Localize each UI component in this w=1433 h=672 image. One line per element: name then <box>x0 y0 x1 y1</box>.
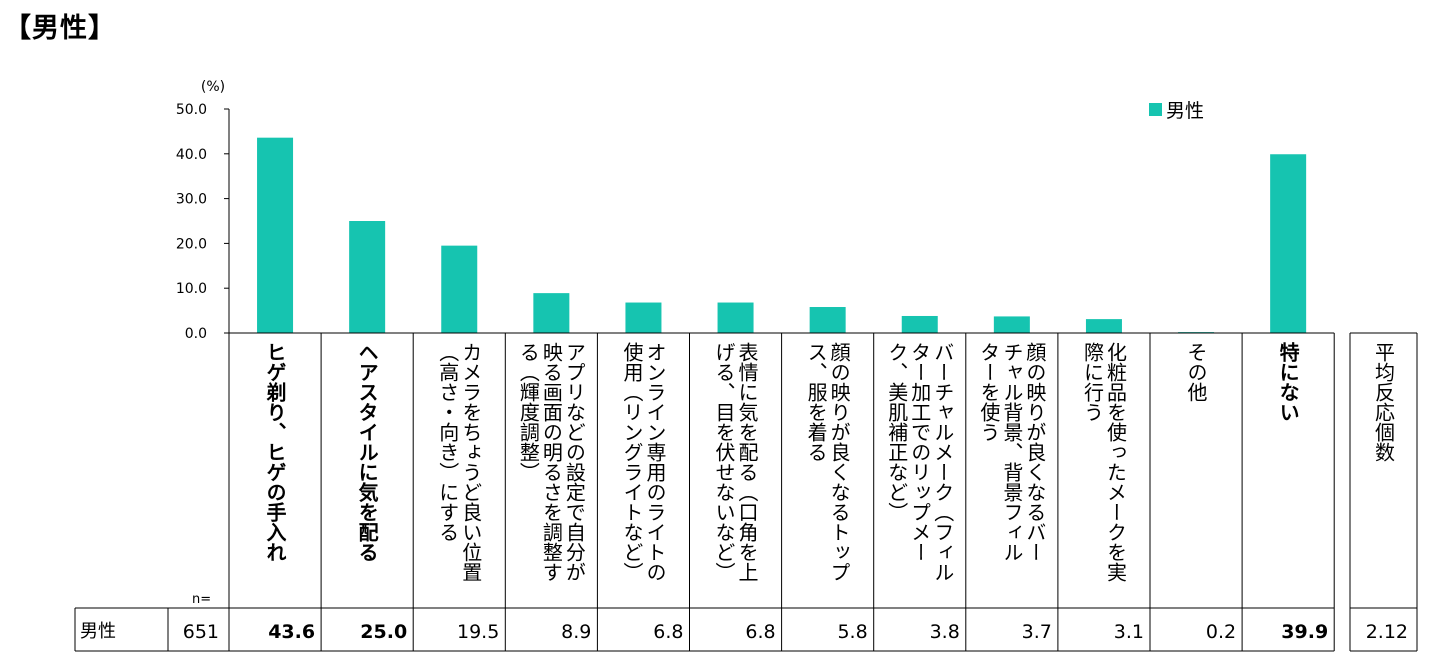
y-tick-label: 30.0 <box>176 192 207 208</box>
row-label: 男性 <box>80 621 116 642</box>
table-value: 0.2 <box>1206 621 1236 643</box>
bar <box>1270 154 1307 333</box>
n-value: 651 <box>183 621 219 643</box>
table-value: 6.8 <box>745 621 775 643</box>
category-label: （高さ・向き）にする <box>436 342 460 542</box>
category-label: る（輝度調整） <box>516 342 540 482</box>
page-title: 【男性】 <box>4 13 116 44</box>
y-tick-label: 20.0 <box>176 236 207 252</box>
bar <box>257 137 294 333</box>
category-label: 化粧品を使ったメークを実 <box>1103 342 1127 582</box>
category-label: 特にない <box>1276 341 1300 422</box>
category-label: ヘアスタイルに気を配る <box>355 342 379 562</box>
table-value: 3.7 <box>1022 621 1052 643</box>
table-value: 5.8 <box>837 621 867 643</box>
n-label: n= <box>192 592 211 607</box>
bar <box>993 316 1030 333</box>
bar <box>901 315 938 333</box>
table-value: 25.0 <box>360 621 407 643</box>
category-label: ス、服を着る <box>804 342 828 462</box>
category-label: ターを使う <box>977 342 1001 442</box>
category-label: 映る画面の明るさを調整す <box>539 342 563 582</box>
y-tick-label: 50.0 <box>176 102 207 118</box>
table-value: 39.9 <box>1281 621 1328 643</box>
legend: 男性 <box>1149 100 1204 122</box>
avg-value: 2.12 <box>1366 621 1408 643</box>
category-label: バーチャルメーク（フィル <box>931 342 955 582</box>
y-tick-label: 10.0 <box>176 281 207 297</box>
category-label: 使用（リングライトなど） <box>620 342 644 582</box>
category-label: ヒゲ剃り、ヒゲの手入れ <box>263 342 287 562</box>
table-value: 19.5 <box>457 621 499 643</box>
category-label: ター加工でのリップメー <box>908 342 932 562</box>
category-label: オンライン専用のライトの <box>643 342 667 582</box>
category-label: 顔の映りが良くなるバー <box>1023 342 1047 562</box>
category-label: ク、美肌補正など） <box>885 342 909 522</box>
legend-swatch <box>1149 103 1162 116</box>
table-value: 43.6 <box>268 621 315 643</box>
table-value: 8.9 <box>561 621 591 643</box>
y-unit-label: (%) <box>201 79 225 95</box>
y-axis: (%) 50.0 40.0 30.0 20.0 10.0 0.0 <box>176 79 230 342</box>
y-tick-label: 40.0 <box>176 147 207 163</box>
avg-column-header: 平均反応個数 <box>1372 342 1396 462</box>
category-label: カメラをちょうど良い位置 <box>459 342 483 582</box>
legend-label: 男性 <box>1166 100 1204 122</box>
table-value: 3.8 <box>930 621 960 643</box>
table-value: 6.8 <box>653 621 683 643</box>
bar <box>625 302 662 333</box>
category-label: アプリなどの設定で自分が <box>562 342 586 582</box>
table-value: 3.1 <box>1114 621 1144 643</box>
data-table: ヒゲ剃り、ヒゲの手入れ ヘアスタイルに気を配る カメラをちょうど良い位置（高さ・向き… <box>74 332 1418 652</box>
bar <box>349 221 386 333</box>
bar <box>1085 319 1122 333</box>
bar-series <box>257 137 1307 333</box>
category-label: その他 <box>1184 342 1208 402</box>
category-label: 顔の映りが良くなるトップ <box>827 342 851 582</box>
bar <box>533 293 570 333</box>
category-label: 表情に気を配る（口角を上 <box>735 342 759 582</box>
y-tick-label: 0.0 <box>185 326 207 342</box>
category-label: げる、目を伏せないなど） <box>712 342 736 582</box>
bar <box>809 307 846 333</box>
category-label: チャル背景、背景フィル <box>1000 342 1024 562</box>
bar <box>717 302 754 333</box>
category-label: 際に行う <box>1080 342 1104 422</box>
bar <box>441 245 478 333</box>
